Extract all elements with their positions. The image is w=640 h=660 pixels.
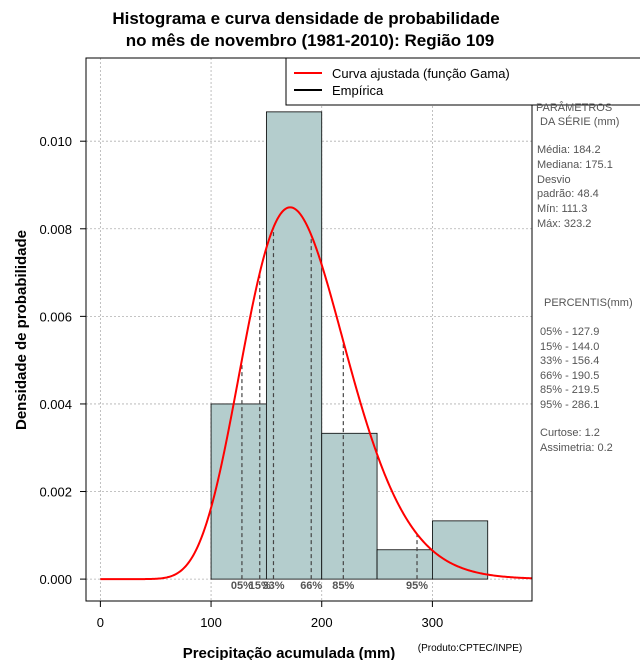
y-tick-label: 0.000 (39, 572, 72, 587)
percentile-label-95: 95% (406, 580, 428, 592)
chart-title-line-2: no mês de novembro (1981-2010): Região 1… (126, 31, 494, 50)
x-tick-label: 200 (311, 615, 333, 630)
legend-box (285, 57, 640, 106)
legend: Curva ajustada (função Gama) Empírica (285, 57, 640, 106)
x-axis-label: Precipitação acumulada (mm) (183, 645, 396, 660)
param-desvio-label: Desvio (537, 174, 571, 186)
legend-label-empirical: Empírica (332, 83, 384, 98)
x-tick-label: 0 (97, 615, 104, 630)
percentis-title: PERCENTIS(mm) (544, 297, 633, 309)
y-axis-label: Densidade de probabilidade (13, 230, 30, 430)
params-title-2: DA SÉRIE (mm) (540, 115, 619, 128)
y-tick-label: 0.008 (39, 222, 72, 237)
histogram-bar-1 (210, 403, 267, 580)
percentiles-panel: PERCENTIS(mm) 05% - 127.9 15% - 144.0 33… (540, 297, 633, 454)
histogram-bar-4 (376, 549, 433, 580)
param-desvio-value: padrão: 48.4 (537, 188, 599, 200)
percentile-label-15: 15% (249, 580, 271, 592)
param-mediana: Mediana: 175.1 (537, 159, 613, 171)
histogram-bar-2 (265, 111, 323, 580)
fitted-gamma-curve (100, 206, 533, 581)
params-title-1: PARÂMETROS (536, 101, 612, 114)
fitted-curve-group (100, 206, 533, 581)
x-tick-label: 300 (422, 615, 444, 630)
param-max: Máx: 323.2 (537, 218, 591, 230)
x-axis: 0 100 200 300 (97, 601, 443, 630)
percentil-66: 66% - 190.5 (540, 370, 599, 382)
percentile-label-66: 66% (300, 580, 322, 592)
credit-text: (Produto:CPTEC/INPE) (418, 643, 522, 654)
y-tick-label: 0.004 (39, 397, 72, 412)
y-tick-label: 0.006 (39, 309, 72, 324)
y-tick-label: 0.010 (39, 134, 72, 149)
percentile-label-33: 33% (262, 580, 284, 592)
y-tick-label: 0.002 (39, 485, 72, 500)
assimetria: Assimetria: 0.2 (540, 442, 613, 454)
y-axis: 0.000 0.002 0.004 0.006 0.008 0.010 (39, 134, 86, 587)
percentil-05: 05% - 127.9 (540, 326, 599, 338)
percentil-15: 15% - 144.0 (540, 341, 599, 353)
histogram-bar-5 (431, 520, 489, 580)
percentil-33: 33% - 156.4 (540, 355, 599, 367)
x-tick-label: 100 (200, 615, 222, 630)
param-min: Mín: 111.3 (537, 203, 587, 215)
percentil-95: 95% - 286.1 (540, 399, 599, 411)
chart-title-line-1: Histograma e curva densidade de probabil… (112, 9, 499, 28)
param-media: Média: 184.2 (537, 144, 601, 156)
percentile-labels: 05%15%33% 66% 85% 95% (231, 580, 428, 592)
histogram-bars (210, 111, 489, 580)
percentile-lines (241, 227, 418, 580)
curtose: Curtose: 1.2 (540, 427, 600, 439)
legend-label-curve: Curva ajustada (função Gama) (332, 66, 510, 81)
series-parameters-panel: PARÂMETROS DA SÉRIE (mm) Média: 184.2 Me… (536, 101, 619, 230)
percentile-label-85: 85% (332, 580, 354, 592)
histogram-bar-3 (321, 432, 378, 580)
percentile-label-05: 05% (231, 580, 253, 592)
percentil-85: 85% - 219.5 (540, 384, 599, 396)
